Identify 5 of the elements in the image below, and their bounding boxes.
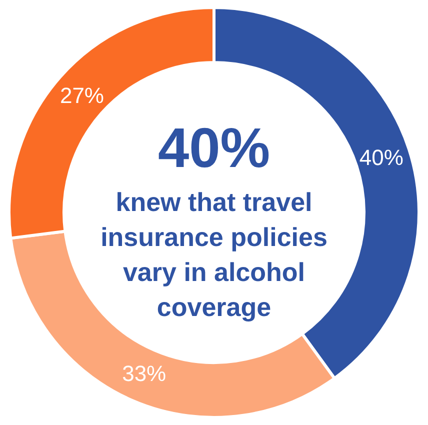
data-label: 40% [359,145,404,170]
text: 40% [158,116,270,179]
data-label: 33% [122,361,166,386]
text: knew that travel insurance policies vary in alcohol coverage [100,187,328,322]
data-label: 27% [60,83,104,108]
